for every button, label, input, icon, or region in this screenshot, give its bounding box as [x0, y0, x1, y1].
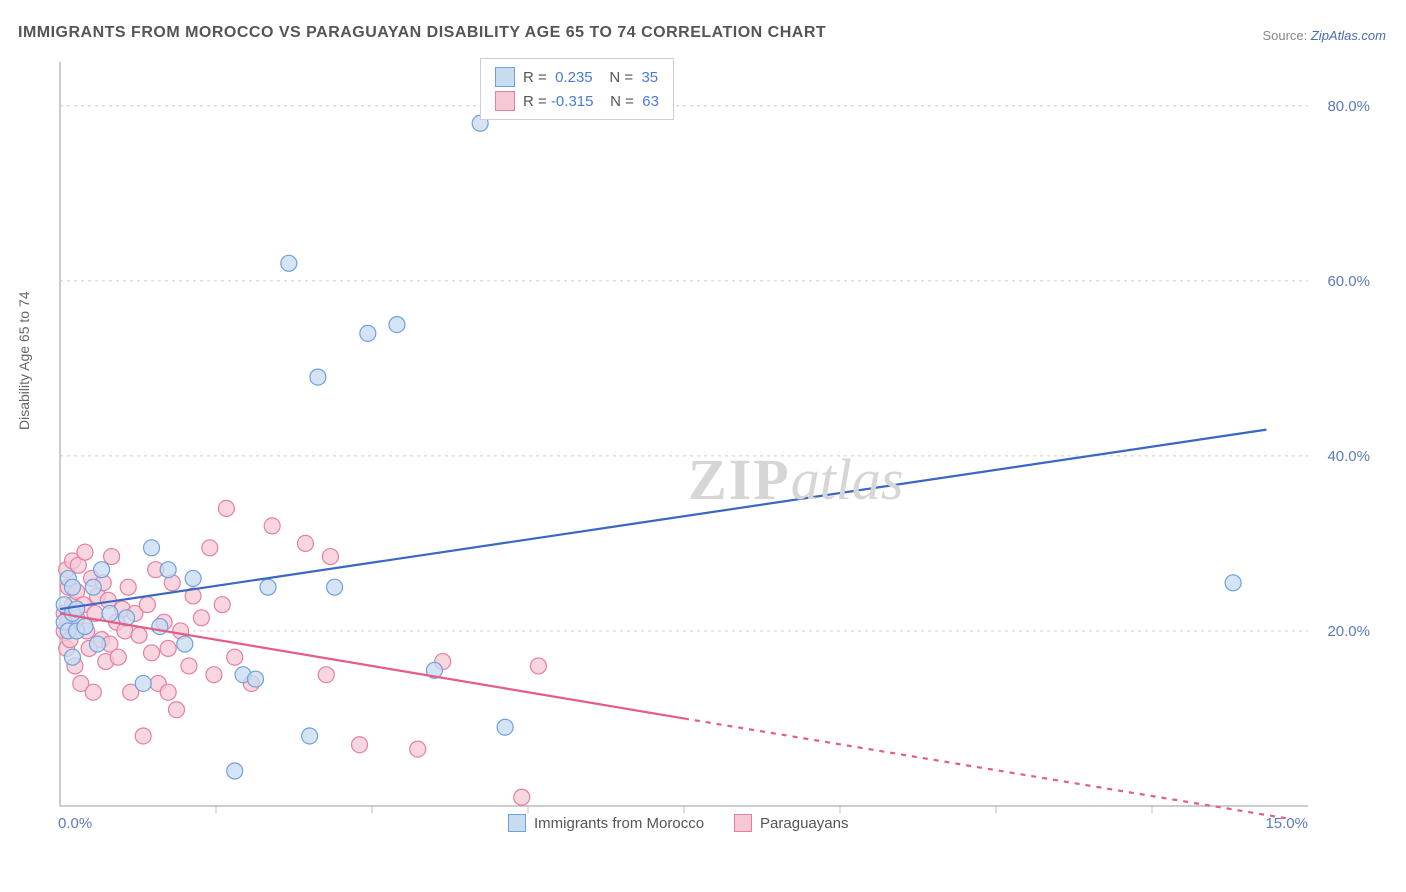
series-name-morocco: Immigrants from Morocco — [534, 815, 704, 832]
svg-text:0.0%: 0.0% — [58, 815, 92, 832]
chart-svg: 20.0% 40.0% 60.0% 80.0% 0.0% 15.0% — [48, 56, 1378, 836]
source-prefix: Source: — [1262, 28, 1310, 43]
y-axis-title: Disability Age 65 to 74 — [16, 291, 32, 430]
svg-text:80.0%: 80.0% — [1327, 98, 1370, 115]
svg-text:20.0%: 20.0% — [1327, 623, 1370, 640]
correlation-legend-box: R = 0.235 N = 35 R = -0.315 N = 63 — [480, 58, 674, 120]
svg-text:40.0%: 40.0% — [1327, 448, 1370, 465]
series-swatch-morocco — [508, 814, 526, 832]
plot-area: ZIPatlas R = 0.235 N = 35 R = -0.315 N =… — [48, 56, 1378, 836]
legend-swatch-morocco — [495, 67, 515, 87]
n-value-paraguayans: 63 — [642, 93, 659, 110]
chart-title: IMMIGRANTS FROM MOROCCO VS PARAGUAYAN DI… — [18, 24, 826, 42]
n-label: N = — [610, 93, 638, 110]
legend-swatch-paraguayans — [495, 91, 515, 111]
legend-row-paraguayans: R = -0.315 N = 63 — [495, 89, 659, 113]
series-legend-paraguayans: Paraguayans — [734, 814, 848, 832]
series-name-paraguayans: Paraguayans — [760, 815, 848, 832]
series-legend: Immigrants from Morocco Paraguayans — [508, 814, 848, 832]
n-label: N = — [609, 69, 637, 86]
source-attribution: Source: ZipAtlas.com — [1262, 28, 1386, 43]
svg-text:15.0%: 15.0% — [1265, 815, 1308, 832]
r-label: R = — [523, 69, 551, 86]
n-value-morocco: 35 — [641, 69, 658, 86]
legend-text-paraguayans: R = -0.315 N = 63 — [523, 93, 659, 110]
legend-text-morocco: R = 0.235 N = 35 — [523, 69, 658, 86]
r-value-paraguayans: -0.315 — [551, 93, 594, 110]
legend-row-morocco: R = 0.235 N = 35 — [495, 65, 659, 89]
series-legend-morocco: Immigrants from Morocco — [508, 814, 704, 832]
svg-text:60.0%: 60.0% — [1327, 273, 1370, 290]
r-label: R = — [523, 93, 551, 110]
source-link[interactable]: ZipAtlas.com — [1311, 28, 1386, 43]
series-swatch-paraguayans — [734, 814, 752, 832]
r-value-morocco: 0.235 — [555, 69, 593, 86]
